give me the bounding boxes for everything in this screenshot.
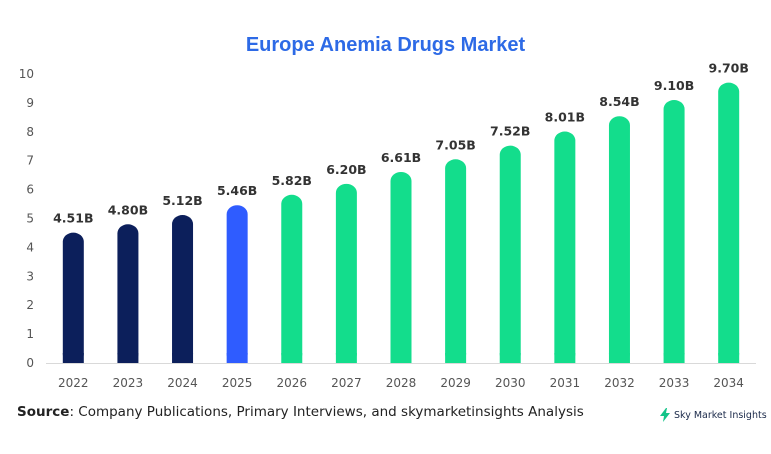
- data-label-2023: 4.80B: [108, 202, 148, 217]
- data-label-2032: 8.54B: [599, 94, 639, 109]
- x-tick-label: 2025: [222, 376, 253, 390]
- y-tick-label: 3: [26, 269, 34, 283]
- data-label-2034: 9.70B: [709, 61, 749, 76]
- y-tick-label: 8: [26, 125, 34, 139]
- x-tick-label: 2027: [331, 376, 362, 390]
- bar-base-2024: [172, 353, 194, 363]
- bar-2034: [718, 82, 740, 364]
- brand-logo: Sky Market Insights: [660, 408, 767, 422]
- x-tick-label: 2031: [550, 376, 581, 390]
- bar-2023: [117, 224, 139, 363]
- bar-base-2029: [445, 353, 467, 363]
- bar-2027: [335, 183, 357, 363]
- lightning-bolt-icon: [660, 408, 670, 422]
- bar-base-2028: [390, 353, 412, 363]
- source-label: Source: [17, 404, 70, 420]
- bar-base-2026: [281, 353, 303, 363]
- x-axis: 2022 2023 2024 2025 2026 2027 2028 2029 2030 2031…: [46, 363, 756, 390]
- bar-base-2032: [608, 353, 630, 363]
- data-label-2033: 9.10B: [654, 78, 694, 93]
- source-text: : Company Publications, Primary Intervie…: [69, 404, 584, 420]
- bar-base-2027: [335, 353, 357, 363]
- y-tick-label: 4: [26, 240, 34, 254]
- x-tick-label: 2022: [58, 376, 89, 390]
- y-tick-label: 6: [26, 183, 34, 197]
- x-tick-label: 2026: [276, 376, 307, 390]
- source-note: Source: Company Publications, Primary In…: [17, 404, 584, 420]
- x-tick-label: 2024: [167, 376, 198, 390]
- y-tick-label: 0: [26, 356, 34, 370]
- y-tick-label: 7: [26, 154, 34, 168]
- bar-2022: [62, 232, 84, 363]
- data-label-2026: 5.82B: [272, 173, 312, 188]
- y-tick-label: 2: [26, 298, 34, 312]
- data-label-2029: 7.05B: [435, 137, 475, 152]
- brand-name: Sky Market Insights: [674, 409, 767, 421]
- data-label-2025: 5.46B: [217, 183, 257, 198]
- bar-base-2025: [226, 353, 248, 363]
- x-tick-label: 2034: [713, 376, 744, 390]
- bar-2032: [608, 116, 630, 363]
- bar-2028: [390, 171, 412, 363]
- bar-2024: [172, 215, 194, 363]
- bar-chart: 0 1 2 3 4 5 6 7 8 9 10 4.51B 4.80B 5.12B 5.46B 5.82B 6.…: [19, 61, 756, 390]
- x-tick-label: 2023: [113, 376, 144, 390]
- chart-title: Europe Anemia Drugs Market: [245, 34, 526, 56]
- data-label-2024: 5.12B: [162, 193, 202, 208]
- bar-base-2033: [663, 353, 685, 363]
- bar-base-2030: [499, 353, 521, 363]
- bar-base-2034: [718, 353, 740, 363]
- y-tick-label: 1: [26, 327, 34, 341]
- bar-2025: [226, 205, 248, 363]
- data-label-2028: 6.61B: [381, 150, 421, 165]
- data-labels-group: 4.51B 4.80B 5.12B 5.46B 5.82B 6.20B 6.61B 7.05B…: [53, 61, 749, 226]
- y-tick-label: 5: [26, 212, 34, 226]
- y-axis: 0 1 2 3 4 5 6 7 8 9 10: [19, 67, 34, 370]
- bars-group: [62, 82, 740, 364]
- bar-2031: [554, 131, 576, 363]
- y-tick-label: 10: [19, 67, 34, 81]
- x-tick-label: 2033: [659, 376, 690, 390]
- data-label-2027: 6.20B: [326, 162, 366, 177]
- data-label-2030: 7.52B: [490, 124, 530, 139]
- data-label-2022: 4.51B: [53, 211, 93, 226]
- bar-base-2031: [554, 353, 576, 363]
- x-tick-label: 2030: [495, 376, 526, 390]
- x-tick-label: 2029: [440, 376, 471, 390]
- data-label-2031: 8.01B: [545, 110, 585, 125]
- bar-2030: [499, 145, 521, 363]
- bar-2033: [663, 100, 685, 363]
- y-tick-label: 9: [26, 96, 34, 110]
- bar-2026: [281, 194, 303, 363]
- x-tick-label: 2028: [386, 376, 417, 390]
- bar-2029: [445, 159, 467, 363]
- bar-base-2023: [117, 353, 139, 363]
- bar-base-2022: [62, 353, 84, 363]
- x-tick-label: 2032: [604, 376, 635, 390]
